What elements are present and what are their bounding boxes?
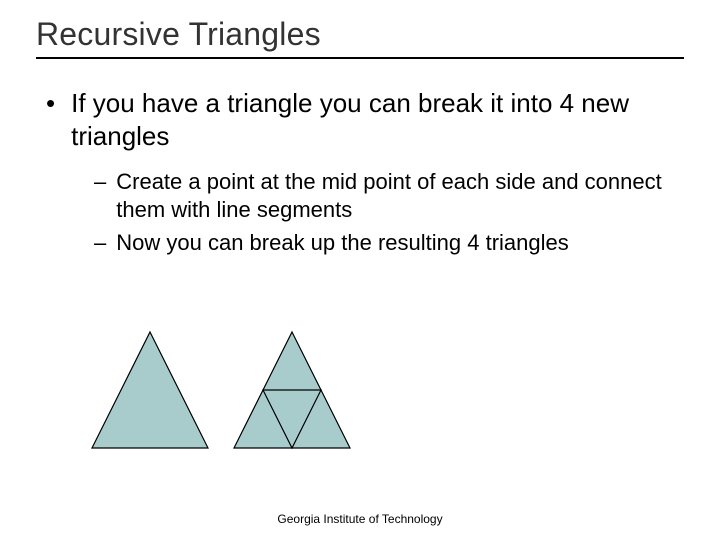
bullet-dot-icon: • xyxy=(46,87,55,152)
bullet-main-text: If you have a triangle you can break it … xyxy=(71,87,684,152)
bullet-sub-2-text: Now you can break up the resulting 4 tri… xyxy=(116,229,684,257)
bullet-sub-2: – Now you can break up the resulting 4 t… xyxy=(94,229,684,257)
triangle-simple-icon xyxy=(90,330,210,450)
footer-text: Georgia Institute of Technology xyxy=(0,512,720,526)
bullet-main: • If you have a triangle you can break i… xyxy=(46,87,684,152)
bullet-sub-1: – Create a point at the mid point of eac… xyxy=(94,168,684,223)
slide: Recursive Triangles • If you have a tria… xyxy=(0,0,720,540)
bullet-dash-icon: – xyxy=(94,229,106,257)
bullet-dash-icon: – xyxy=(94,168,106,223)
triangle-subdivided-icon xyxy=(232,330,352,450)
bullet-sub-1-text: Create a point at the mid point of each … xyxy=(116,168,684,223)
triangle-diagrams xyxy=(90,330,352,450)
slide-title: Recursive Triangles xyxy=(36,16,684,59)
